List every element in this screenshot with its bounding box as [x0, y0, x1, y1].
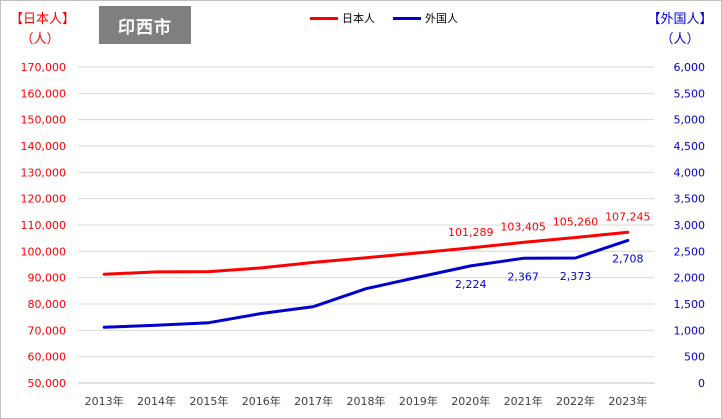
right-axis-tick-label: 1,500: [674, 298, 706, 311]
right-axis-tick-label: 2,500: [674, 245, 706, 258]
left-axis-unit-line2: （人）: [20, 32, 60, 47]
left-axis-unit-line1: 【日本人】: [10, 12, 76, 27]
left-axis-tick-label: 160,000: [21, 87, 67, 100]
x-axis-tick-label: 2023年: [608, 394, 647, 408]
right-axis-tick-label: 0: [698, 377, 705, 390]
x-axis-tick-label: 2020年: [451, 394, 490, 408]
left-axis-tick-label: 150,000: [21, 114, 67, 127]
left-axis-tick-label: 80,000: [28, 298, 67, 311]
right-axis-tick-label: 5,500: [674, 87, 706, 100]
left-axis-tick-label: 120,000: [21, 193, 67, 206]
series-line-foreign: [102, 238, 630, 329]
x-axis-tick-label: 2015年: [189, 394, 228, 408]
left-axis-unit: 【日本人】 （人）: [10, 10, 76, 50]
data-label-foreign: 2,224: [455, 278, 487, 291]
x-axis-tick-label: 2017年: [294, 394, 333, 408]
legend-label-japanese: 日本人: [342, 12, 375, 25]
data-label-japanese: 105,260: [553, 215, 599, 228]
data-label-japanese: 107,245: [605, 210, 651, 223]
data-label-foreign: 2,373: [560, 270, 592, 283]
left-axis-tick-label: 110,000: [21, 219, 67, 232]
right-axis-unit-line2: （人）: [660, 32, 700, 47]
legend-item-japanese: 日本人: [310, 10, 375, 26]
right-axis-tick-label: 1,000: [674, 324, 706, 337]
left-axis-tick-label: 50,000: [28, 377, 67, 390]
x-axis-tick-label: 2016年: [242, 394, 281, 408]
left-axis-tick-label: 90,000: [28, 272, 67, 285]
x-axis-tick-label: 2019年: [399, 394, 438, 408]
left-axis-tick-label: 130,000: [21, 166, 67, 179]
x-axis-tick-label: 2014年: [137, 394, 176, 408]
right-axis-tick-label: 3,000: [674, 219, 706, 232]
data-label-foreign: 2,367: [507, 270, 539, 283]
legend-swatch-japanese: [310, 16, 338, 20]
left-axis-tick-label: 70,000: [28, 324, 67, 337]
legend-label-foreign: 外国人: [425, 12, 458, 25]
city-title: 印西市: [99, 6, 191, 44]
right-axis-tick-label: 500: [684, 351, 705, 364]
right-axis-unit-line1: 【外国人】: [647, 12, 713, 27]
right-axis-unit: 【外国人】 （人）: [642, 10, 718, 50]
data-label-japanese: 101,289: [448, 226, 494, 239]
data-label-japanese: 103,405: [500, 220, 546, 233]
x-axis-tick-label: 2021年: [504, 394, 543, 408]
series-line-japanese: [102, 230, 630, 276]
data-label-foreign: 2,708: [612, 252, 644, 265]
right-axis-tick-label: 2,000: [674, 272, 706, 285]
left-axis-tick-label: 60,000: [28, 351, 67, 364]
legend-swatch-foreign: [393, 16, 421, 20]
right-axis-tick-label: 4,000: [674, 166, 706, 179]
legend: 日本人 外国人: [310, 10, 476, 26]
x-axis-tick-label: 2022年: [556, 394, 595, 408]
left-axis-tick-label: 140,000: [21, 140, 67, 153]
x-axis-tick-label: 2018年: [347, 394, 386, 408]
right-axis-tick-label: 5,000: [674, 114, 706, 127]
left-axis-tick-label: 100,000: [21, 245, 67, 258]
left-axis-tick-label: 170,000: [21, 61, 67, 74]
x-axis-tick-label: 2013年: [85, 394, 124, 408]
right-axis-tick-label: 3,500: [674, 193, 706, 206]
legend-item-foreign: 外国人: [393, 10, 458, 26]
right-axis-tick-label: 4,500: [674, 140, 706, 153]
right-axis-tick-label: 6,000: [674, 61, 706, 74]
